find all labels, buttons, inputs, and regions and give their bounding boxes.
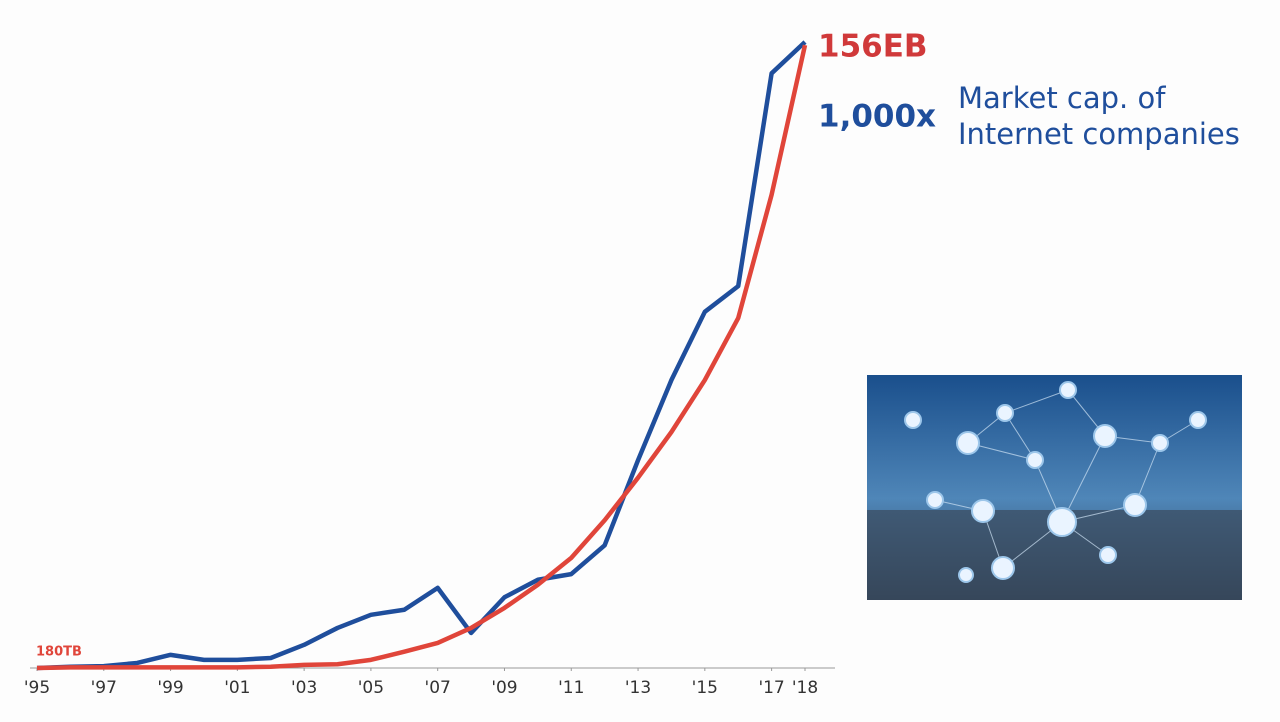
x-tick-label: '15: [692, 678, 718, 698]
series-line: [36, 44, 808, 671]
x-tick-label: '05: [358, 678, 384, 698]
multiplier-label: 1,000x: [818, 99, 936, 135]
series-line: [36, 40, 807, 671]
x-tick-label: '13: [625, 678, 651, 698]
x-tick-label: '07: [425, 678, 451, 698]
x-tick-label: '99: [157, 678, 183, 698]
start-label: 180TB: [36, 645, 82, 660]
x-tick-label: '17: [758, 678, 784, 698]
x-tick-label: '01: [224, 678, 250, 698]
x-tick-label: '18: [792, 678, 818, 698]
x-tick-label: '95: [24, 678, 50, 698]
x-tick-label: '03: [291, 678, 317, 698]
caption: Internet companies: [958, 117, 1240, 151]
network-photo: [867, 375, 1242, 600]
caption: Market cap. of: [958, 81, 1166, 115]
x-tick-label: '97: [91, 678, 117, 698]
x-tick-label: '09: [491, 678, 517, 698]
end-label: 156EB: [818, 29, 928, 65]
x-tick-label: '11: [558, 678, 584, 698]
